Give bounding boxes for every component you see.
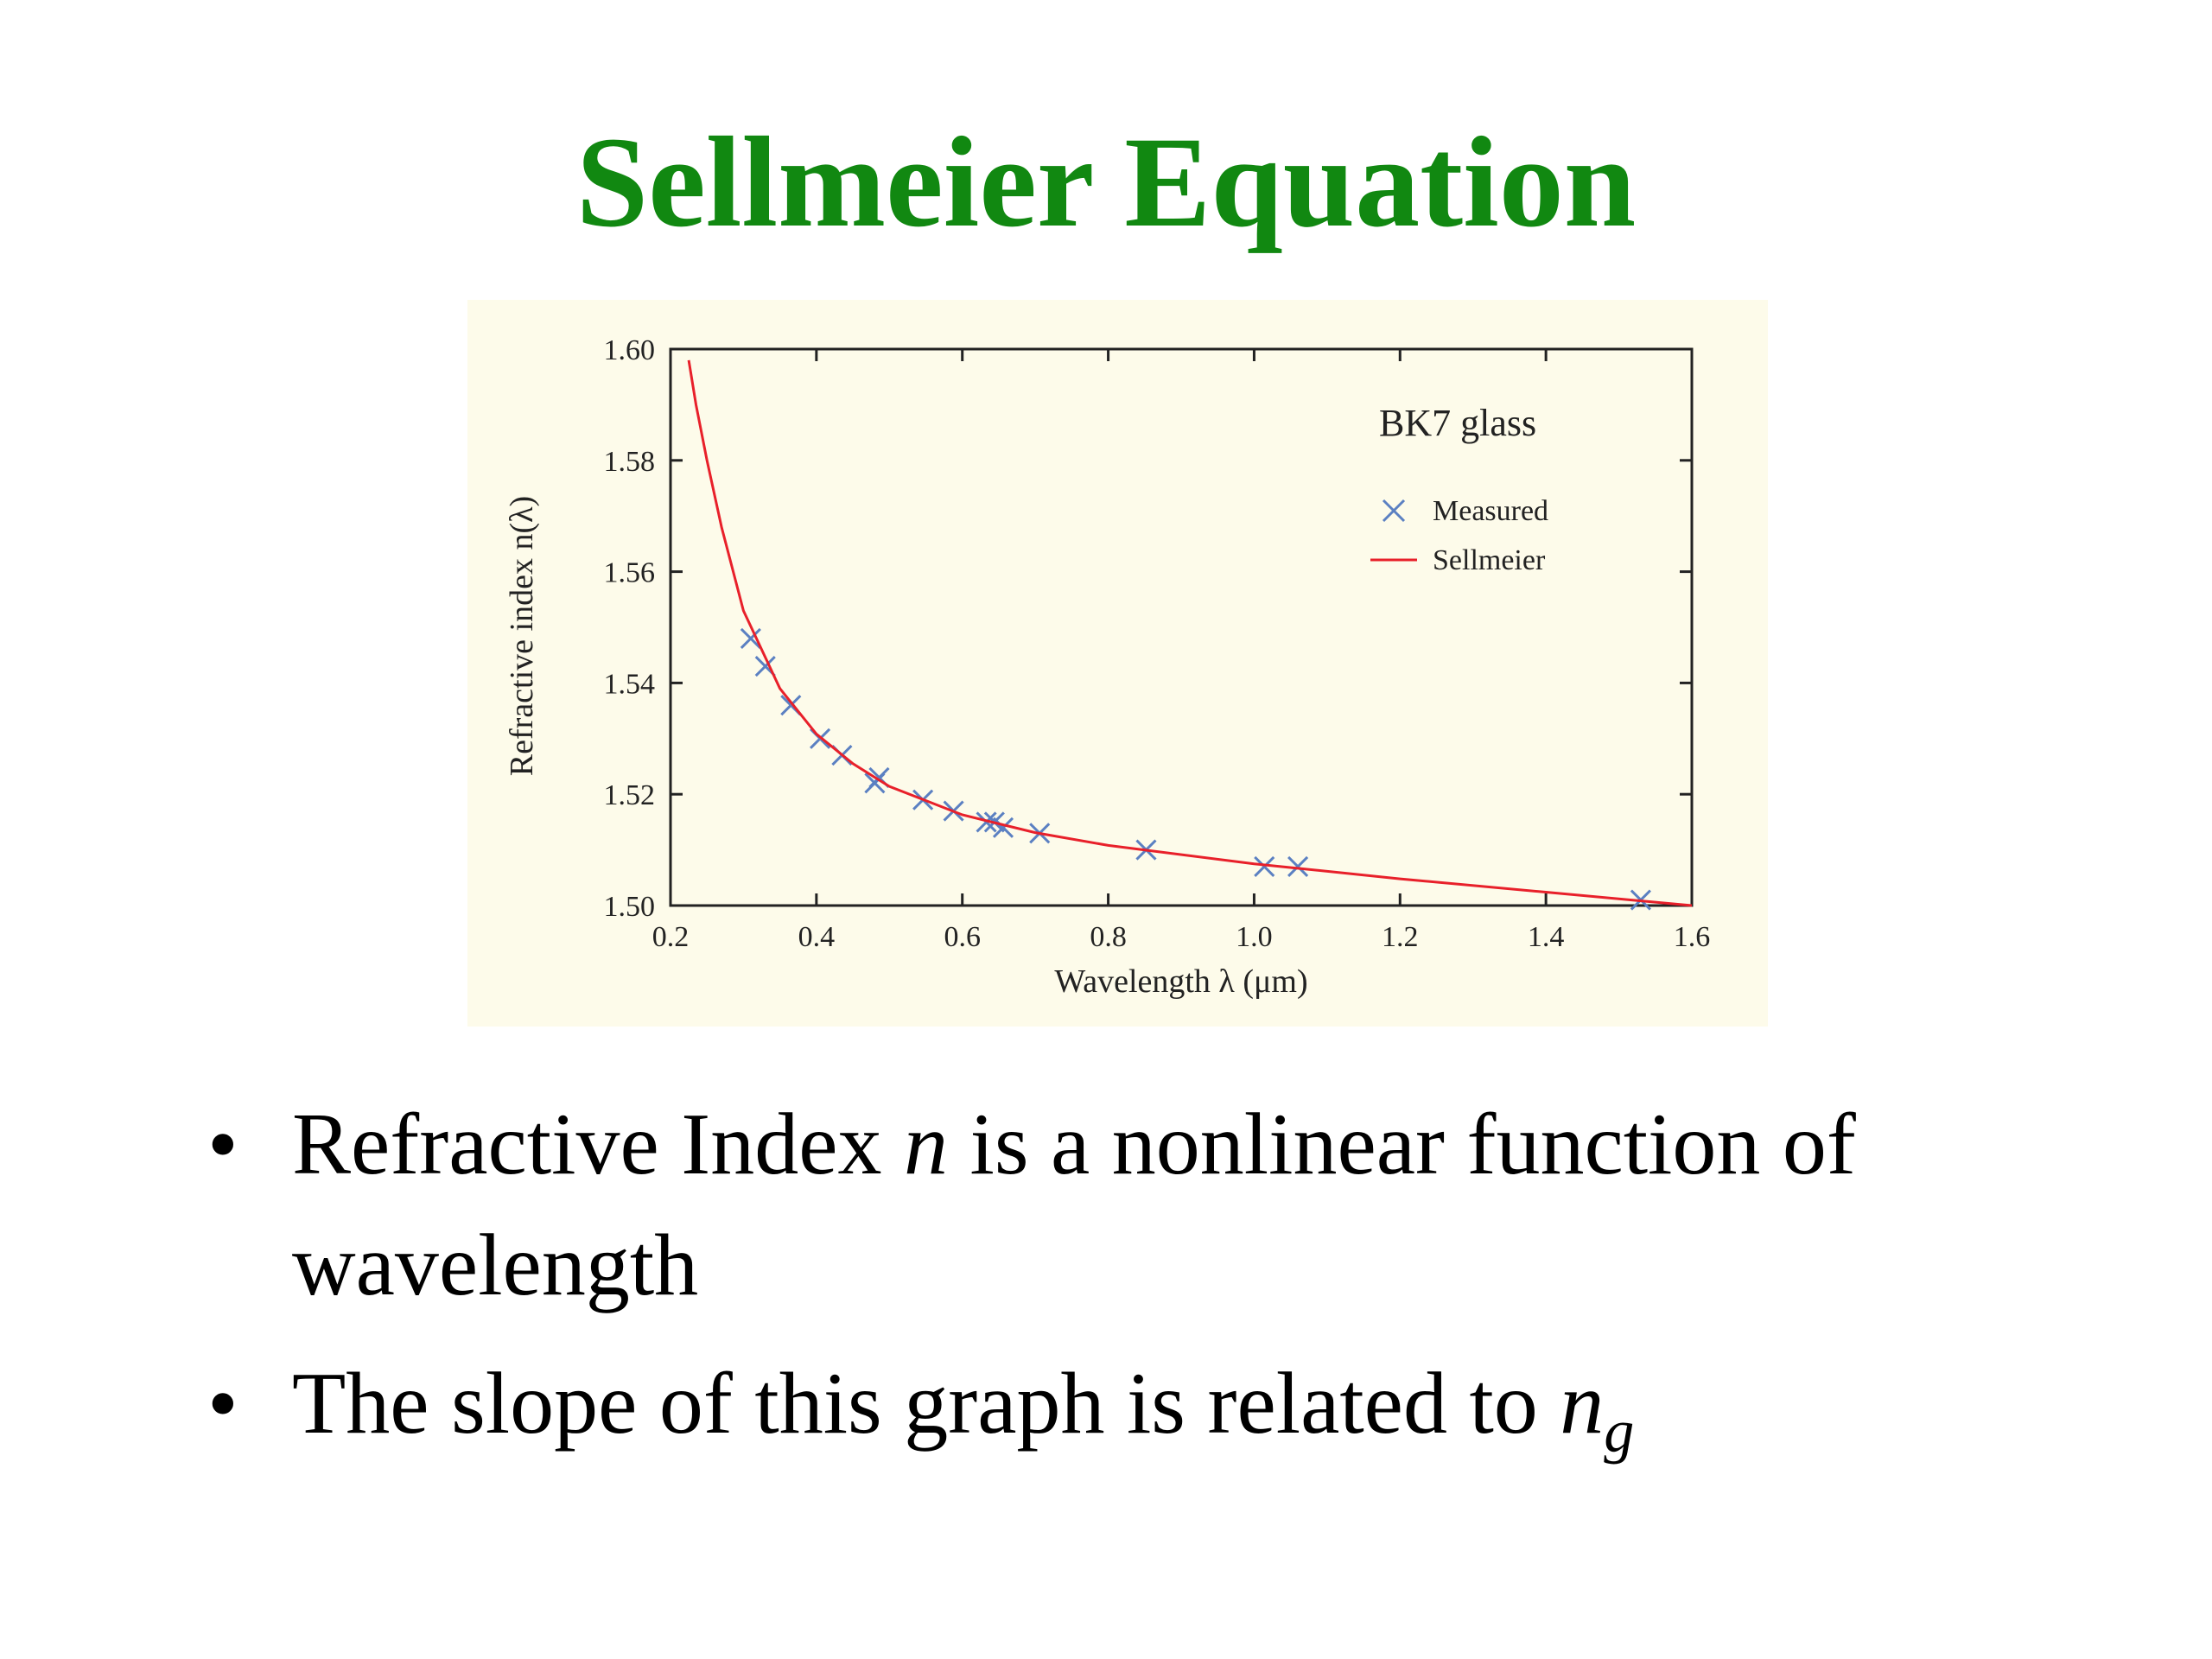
slide-title: Sellmeier Equation bbox=[575, 111, 1637, 254]
y-tick-label: 1.50 bbox=[604, 891, 656, 923]
measured-point bbox=[976, 811, 997, 833]
bullet-italic: n bbox=[903, 1096, 948, 1193]
bullet-dot: • bbox=[207, 1355, 238, 1452]
bullet-subscript: g bbox=[1604, 1398, 1635, 1465]
measured-point bbox=[992, 817, 1014, 838]
x-axis-label: Wavelength λ (μm) bbox=[1054, 963, 1307, 1000]
y-tick-label: 1.60 bbox=[604, 334, 656, 366]
x-tick-label: 1.0 bbox=[1236, 921, 1273, 953]
measured-point bbox=[740, 627, 761, 649]
bullet: • The slope of this graph is related to n… bbox=[207, 1344, 2176, 1492]
bullet-text: is a nonlinear function of wavelength bbox=[292, 1096, 1856, 1314]
y-tick-label: 1.56 bbox=[604, 557, 656, 589]
measured-point bbox=[1254, 855, 1275, 877]
x-tick-label: 0.2 bbox=[652, 921, 690, 953]
plot-frame bbox=[669, 347, 1694, 907]
legend-marker bbox=[1382, 499, 1406, 523]
y-axis-label: Refractive index n(λ) bbox=[504, 496, 540, 776]
x-tick-label: 0.4 bbox=[798, 921, 836, 953]
legend-title: BK7 glass bbox=[1379, 402, 1536, 444]
chart: 1.50 1.52 1.54 1.56 1.58 1.60 0.2 0.4 0.6 0.8 1.0 1… bbox=[467, 300, 1768, 1027]
bullet-italic: n bbox=[1560, 1355, 1605, 1452]
x-tick-label: 1.6 bbox=[1674, 921, 1711, 953]
x-tick-label: 1.4 bbox=[1528, 921, 1565, 953]
bullet-text: The slope of this graph is related to bbox=[292, 1355, 1560, 1452]
bullet-text: Refractive Index bbox=[292, 1096, 904, 1193]
x-tick-label: 0.8 bbox=[1090, 921, 1127, 953]
y-tick-label: 1.52 bbox=[604, 779, 656, 811]
sellmeier-line bbox=[687, 359, 1693, 907]
chart-background bbox=[467, 300, 1768, 1027]
legend-label: Sellmeier bbox=[1433, 544, 1546, 576]
x-tick-label: 0.6 bbox=[944, 921, 981, 953]
bullet: • Refractive Index n is a nonlinear funct… bbox=[207, 1084, 2176, 1326]
y-tick-label: 1.58 bbox=[604, 446, 656, 478]
x-tick-label: 1.2 bbox=[1382, 921, 1419, 953]
measured-point bbox=[1287, 855, 1309, 877]
legend-label: Measured bbox=[1433, 495, 1548, 527]
y-tick-label: 1.54 bbox=[604, 668, 656, 700]
bullet-dot: • bbox=[207, 1096, 238, 1193]
